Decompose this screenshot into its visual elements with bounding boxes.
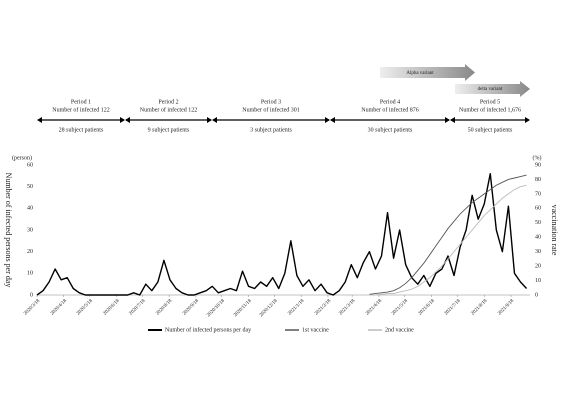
period-name: Period 2 — [158, 99, 178, 105]
x-tick-label: 2020/9/18 — [182, 298, 200, 316]
x-tick-label: 2020/10/18 — [206, 298, 226, 318]
y2-tick-label: 0 — [535, 292, 538, 298]
period-infected: Number of infected 301 — [242, 106, 299, 113]
x-tick-label: 2020/5/18 — [76, 298, 94, 316]
period-name: Period 1 — [71, 99, 91, 105]
y2-tick-label: 20 — [535, 263, 541, 269]
delta-arrow — [455, 81, 530, 97]
y-unit: (person) — [12, 154, 32, 161]
series-line — [369, 184, 527, 296]
period-name: Period 3 — [261, 99, 281, 105]
period-patients: 50 subject patients — [468, 127, 513, 133]
y-tick-label: 30 — [27, 227, 33, 233]
x-tick-label: 2021/5/18 — [391, 298, 409, 316]
y-axis-title: Number of infected persons per day — [4, 173, 13, 288]
x-tick-label: 2020/12/18 — [259, 298, 279, 318]
x-tick-label: 2021/9/18 — [497, 298, 515, 316]
x-tick-label: 2021/6/18 — [418, 298, 436, 316]
legend-label: Number of infected persons per day — [165, 326, 251, 333]
period-patients: 30 subject patients — [368, 127, 413, 133]
period-patients: 9 subject patients — [148, 127, 190, 133]
legend-label: 2nd vaccine — [385, 327, 414, 333]
annotation: delta variant — [478, 87, 503, 92]
series-line — [369, 174, 527, 295]
y-tick-label: 60 — [27, 162, 33, 168]
y2-tick-label: 80 — [535, 177, 541, 183]
y-tick-label: 50 — [27, 184, 33, 190]
y-tick-label: 40 — [27, 206, 33, 212]
y2-axis-title: vaccination rate — [550, 205, 559, 256]
x-tick-label: 2021/8/18 — [471, 298, 489, 316]
y-tick-label: 10 — [27, 271, 33, 277]
x-tick-label: 2021/2/18 — [314, 298, 332, 316]
period-infected: Number of infected 1,676 — [459, 106, 521, 113]
x-tick-label: 2020/8/18 — [155, 298, 173, 316]
x-tick-label: 2021/4/18 — [365, 298, 383, 316]
series-line — [36, 172, 528, 296]
period-patients: 28 subject patients — [59, 127, 104, 133]
x-tick-label: 2020/7/18 — [129, 298, 147, 316]
period-infected: Number of infected 876 — [361, 106, 418, 113]
period-patients: 3 subject patients — [250, 127, 292, 133]
period-infected: Number of infected 122 — [140, 106, 197, 113]
x-tick-label: 2020/11/18 — [233, 298, 253, 318]
period-infected: Number of infected 122 — [52, 106, 109, 113]
period-name: Period 4 — [380, 99, 400, 105]
y2-tick-label: 30 — [535, 249, 541, 255]
x-tick-label: 2020/3/18 — [23, 298, 41, 316]
y2-tick-label: 50 — [535, 220, 541, 226]
x-tick-label: 2020/6/18 — [103, 298, 121, 316]
period-name: Period 5 — [480, 99, 500, 105]
y2-tick-label: 70 — [535, 191, 541, 197]
y2-tick-label: 40 — [535, 235, 541, 241]
x-tick-label: 2021/3/18 — [338, 298, 356, 316]
y2-tick-label: 60 — [535, 206, 541, 212]
alpha-arrow — [380, 64, 475, 81]
x-tick-label: 2021/7/18 — [444, 298, 462, 316]
x-tick-label: 2021/1/18 — [288, 298, 306, 316]
annotation: Alpha variant — [406, 71, 434, 76]
y-tick-label: 20 — [27, 249, 33, 255]
x-tick-label: 2020/4/18 — [50, 298, 68, 316]
y2-tick-label: 90 — [535, 162, 541, 168]
y2-unit: (%) — [533, 154, 542, 161]
y2-tick-label: 10 — [535, 278, 541, 284]
y-tick-label: 0 — [30, 292, 33, 298]
legend-label: 1st vaccine — [302, 327, 329, 333]
